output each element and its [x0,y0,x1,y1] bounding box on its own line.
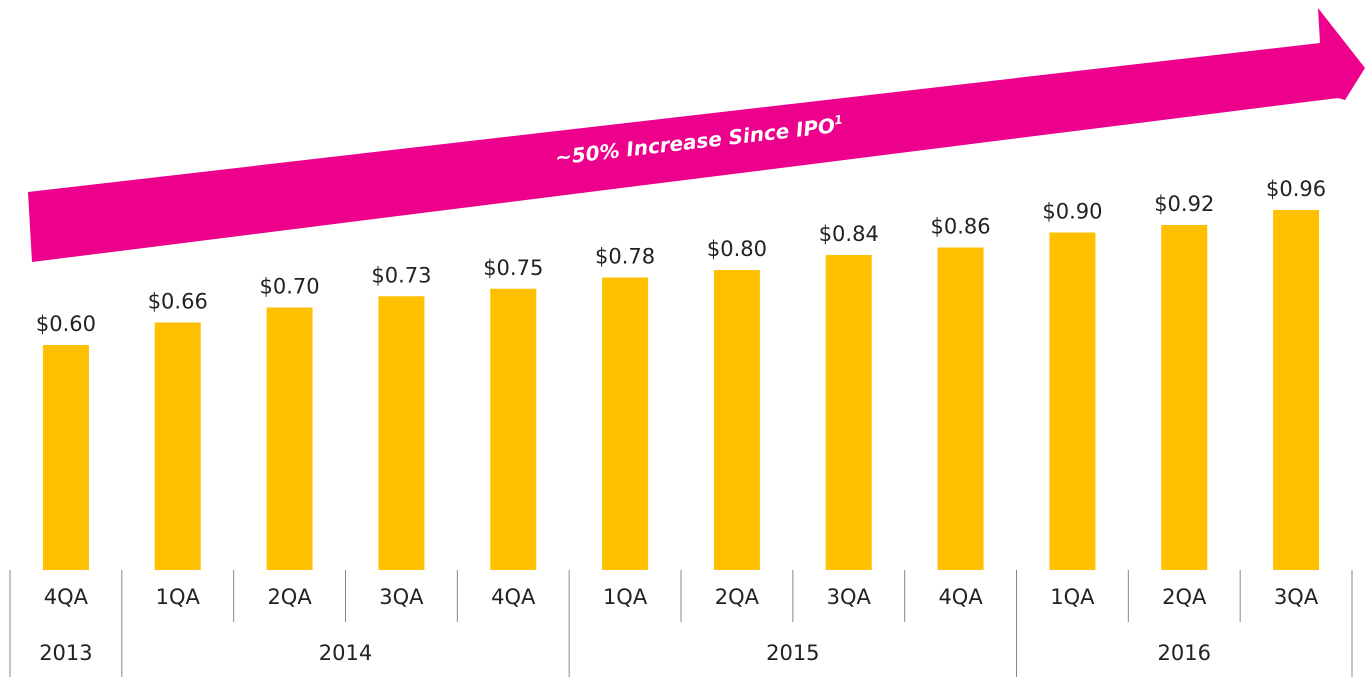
bar [1049,232,1096,570]
annotation-superscript: 1 [833,112,843,127]
value-label: $0.75 [483,256,543,280]
x-tick-label: 2QA [267,585,312,609]
value-label: $0.73 [371,263,431,287]
x-tick-label: 4QA [491,585,536,609]
value-label: $0.60 [36,312,96,336]
x-tick-label: 1QA [1050,585,1095,609]
x-tick-label: 2QA [1162,585,1207,609]
x-tick-label: 4QA [44,585,89,609]
value-label: $0.70 [260,275,320,299]
x-tick-label: 4QA [938,585,983,609]
bar [266,307,313,570]
bar [42,345,89,570]
group-label: 2013 [39,641,92,665]
value-label: $0.86 [931,215,991,239]
bar [378,296,425,570]
x-tick-label: 3QA [379,585,424,609]
bar [490,288,537,570]
group-label: 2015 [766,641,819,665]
value-label: $0.92 [1154,192,1214,216]
value-label: $0.80 [707,237,767,261]
value-label: $0.90 [1042,200,1102,224]
value-label: $0.78 [595,245,655,269]
x-tick-label: 2QA [715,585,760,609]
bar [713,270,760,570]
x-tick-label: 1QA [156,585,201,609]
value-label: $0.96 [1266,177,1326,201]
bar [154,322,201,570]
x-tick-label: 3QA [827,585,872,609]
x-tick-label: 1QA [603,585,648,609]
bar [1161,225,1208,570]
group-label: 2016 [1158,641,1211,665]
bar [825,255,872,570]
x-tick-label: 3QA [1274,585,1319,609]
group-label: 2014 [319,641,372,665]
bar [602,277,649,570]
trend-arrow [28,8,1365,262]
value-label: $0.66 [148,290,208,314]
value-label: $0.84 [819,222,879,246]
bar [937,247,984,570]
bar [1273,210,1320,570]
